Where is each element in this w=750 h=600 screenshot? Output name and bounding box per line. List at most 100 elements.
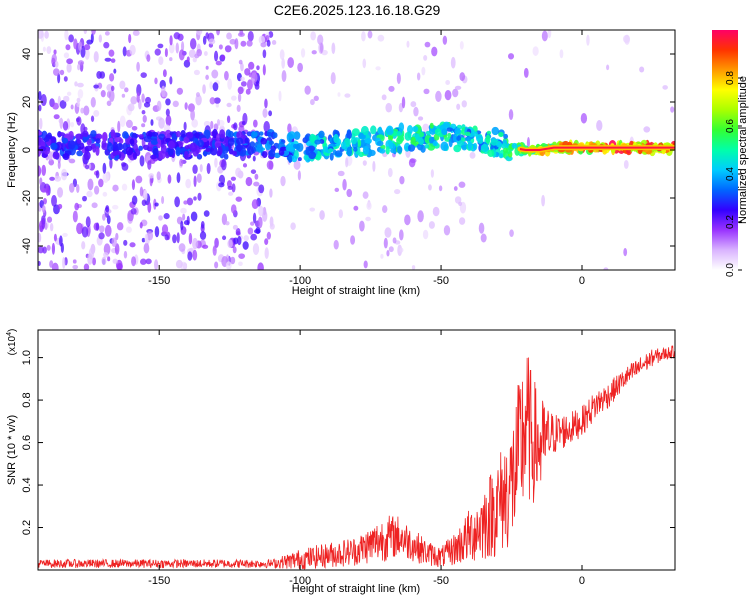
spectrogram-cell xyxy=(161,224,169,235)
spectrogram-cell xyxy=(377,126,383,135)
spectrogram-cell xyxy=(112,258,118,264)
spectrogram-cell xyxy=(330,72,336,85)
spectrogram-cell xyxy=(300,48,306,58)
spectrogram-cell xyxy=(131,125,138,131)
spectrogram-cell xyxy=(145,96,151,104)
spectrogram-cell xyxy=(75,133,83,140)
spectrogram-cell xyxy=(42,197,47,205)
spectrogram-cell xyxy=(622,34,630,44)
x-tick-label: -150 xyxy=(148,275,170,287)
spectrogram-cell xyxy=(162,91,168,98)
spectrogram-cell xyxy=(38,232,42,243)
spectrogram-cell xyxy=(252,212,257,224)
spectrogram-cell xyxy=(262,210,268,222)
spectrogram-cell xyxy=(76,184,80,193)
colorbar-label: Normalized spectral amplitude xyxy=(737,76,749,224)
spectrogram-cell xyxy=(264,98,268,109)
spectrogram-cell xyxy=(156,138,162,149)
spectrogram-cell xyxy=(38,261,41,267)
spectrogram-cell xyxy=(507,53,515,60)
spectrogram-cell xyxy=(82,195,87,202)
spectrogram-cell xyxy=(86,190,93,198)
spectrogram-cell xyxy=(238,59,243,65)
colorbar-tick-label: 0.0 xyxy=(725,263,736,277)
spectrogram-cell xyxy=(150,154,158,160)
spectrogram-cell xyxy=(142,115,147,123)
spectrogram-cell xyxy=(603,267,609,270)
spectrogram-cell xyxy=(353,205,359,211)
spectrogram-cell xyxy=(319,210,325,220)
spectrogram-cell xyxy=(169,57,173,62)
spectrogram-cell xyxy=(250,72,258,84)
x-tick-label: 0 xyxy=(579,275,585,287)
spectrogram-cell xyxy=(286,132,293,143)
spectrogram-cell xyxy=(53,233,57,242)
snr-plot-area xyxy=(38,345,675,570)
spectrogram-cell xyxy=(47,216,53,223)
spectrogram-cell xyxy=(172,234,177,244)
spectrogram-cell xyxy=(169,76,173,85)
spectrogram-cell xyxy=(262,150,268,159)
spectrogram-cell xyxy=(450,123,457,130)
spectrogram-cell xyxy=(239,30,244,36)
spectrogram-cell xyxy=(623,159,629,169)
spectrogram-cell xyxy=(304,85,311,95)
spectrogram-cell xyxy=(141,123,146,128)
spectrogram-cell xyxy=(215,103,219,108)
spectrogram-cell xyxy=(186,56,190,63)
spectrogram-cell xyxy=(63,52,70,59)
spectrogram-cell xyxy=(114,243,120,255)
spectrogram-cell xyxy=(487,149,495,157)
spectrogram-cell xyxy=(526,137,530,149)
spectrogram-cell xyxy=(268,150,273,156)
spectrogram-cell xyxy=(125,226,132,233)
spectrogram-cell xyxy=(309,207,316,212)
spectrogram-cell xyxy=(226,115,231,124)
spectrogram-cell xyxy=(38,165,42,177)
spectrogram-cell xyxy=(64,30,69,41)
spectrogram-cell xyxy=(154,77,158,85)
spectrogram-cell xyxy=(394,188,401,195)
spectrogram-cell xyxy=(458,181,466,188)
spectrogram-cell xyxy=(214,157,218,168)
spectrogram-cell xyxy=(119,80,126,90)
x-tick-label: -150 xyxy=(148,575,170,587)
spectrogram-cell xyxy=(253,181,260,187)
spectrogram-cell xyxy=(187,251,193,261)
spectrogram-cell xyxy=(458,201,463,206)
spectrogram-cell xyxy=(154,259,159,270)
spectrogram-cell xyxy=(195,94,202,106)
spectrogram-cell xyxy=(101,142,109,151)
spectrogram-cell xyxy=(46,132,52,140)
spectrogram-cell xyxy=(109,157,113,169)
spectrogram-cell xyxy=(175,42,179,54)
spectrogram-cell xyxy=(165,98,171,106)
spectrogram-cell xyxy=(523,67,529,78)
spectrogram-cell xyxy=(214,237,219,249)
colorbar-tick-label: 0.4 xyxy=(725,167,736,181)
spectrogram-cell xyxy=(242,241,249,250)
spectrogram-cell xyxy=(176,87,184,95)
spectrogram-cell xyxy=(58,132,66,137)
spectrogram-cell xyxy=(247,227,254,235)
spectrogram-cell xyxy=(434,128,442,136)
spectrogram-cell xyxy=(229,38,237,45)
spectrogram-cell xyxy=(41,188,48,193)
spectrogram-cell xyxy=(263,120,270,133)
spectrogram-cell xyxy=(381,94,387,101)
spectrogram-cell xyxy=(266,131,273,137)
spectrogram-cell xyxy=(48,150,53,162)
spectrogram-cell xyxy=(51,262,59,270)
spectrogram-cell xyxy=(303,154,309,161)
spectrogram-cell xyxy=(345,157,349,168)
spectrogram-cell xyxy=(76,150,84,157)
spectrogram-cell xyxy=(76,116,82,126)
colorbar-tick-label: 0.8 xyxy=(725,71,736,85)
spectrogram-cell xyxy=(445,80,451,85)
spectrogram-cell xyxy=(361,31,366,42)
spectrogram-cell xyxy=(100,90,106,98)
spectrogram-cell xyxy=(180,207,187,214)
spectrogram-cell xyxy=(423,88,430,95)
spectrogram-cell xyxy=(66,63,72,73)
spectrogram-cell xyxy=(83,30,87,35)
